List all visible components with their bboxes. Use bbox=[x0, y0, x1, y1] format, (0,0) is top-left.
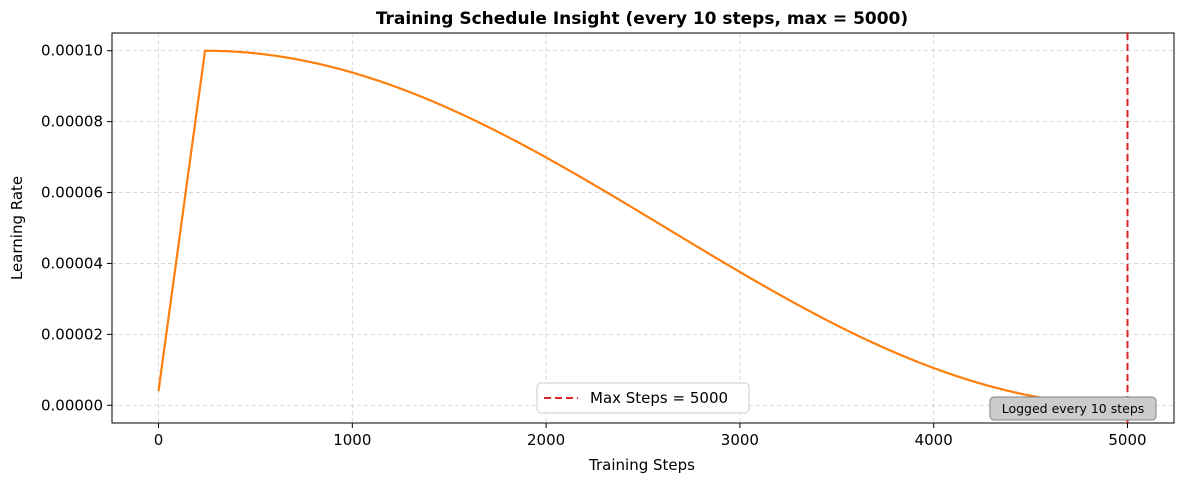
logging-note-text: Logged every 10 steps bbox=[1002, 401, 1145, 416]
logging-note-box bbox=[989, 396, 1157, 421]
y-tick-label: 0.00010 bbox=[41, 42, 103, 60]
x-axis: 0 1000 2000 3000 4000 5000 bbox=[154, 423, 1147, 449]
legend: Max Steps = 5000 bbox=[536, 382, 750, 414]
x-tick-label: 3000 bbox=[721, 431, 759, 449]
x-tick-label: 4000 bbox=[915, 431, 953, 449]
y-tick-label: 0.00008 bbox=[41, 113, 103, 131]
plot-frame bbox=[111, 32, 1175, 424]
x-tick-label: 0 bbox=[154, 431, 164, 449]
y-axis: 0.00000 0.00002 0.00004 0.00006 0.00008 0.000… bbox=[41, 42, 112, 414]
grid bbox=[112, 33, 1174, 423]
y-tick-label: 0.00002 bbox=[41, 325, 103, 343]
x-tick-label: 1000 bbox=[333, 431, 371, 449]
y-tick-label: 0.00004 bbox=[41, 254, 103, 272]
chart-title: Training Schedule Insight (every 10 step… bbox=[376, 9, 908, 29]
x-axis-label: Training Steps bbox=[588, 456, 695, 474]
x-tick-label: 5000 bbox=[1108, 431, 1146, 449]
y-axis-label: Learning Rate bbox=[8, 176, 26, 280]
learning-rate-line bbox=[157, 49, 1128, 407]
legend-label: Max Steps = 5000 bbox=[590, 389, 728, 407]
legend-box bbox=[536, 382, 750, 414]
x-tick-label: 2000 bbox=[527, 431, 565, 449]
y-tick-label: 0.00006 bbox=[41, 184, 103, 202]
logging-note: Logged every 10 steps bbox=[989, 396, 1157, 421]
y-tick-label: 0.00000 bbox=[41, 396, 103, 414]
